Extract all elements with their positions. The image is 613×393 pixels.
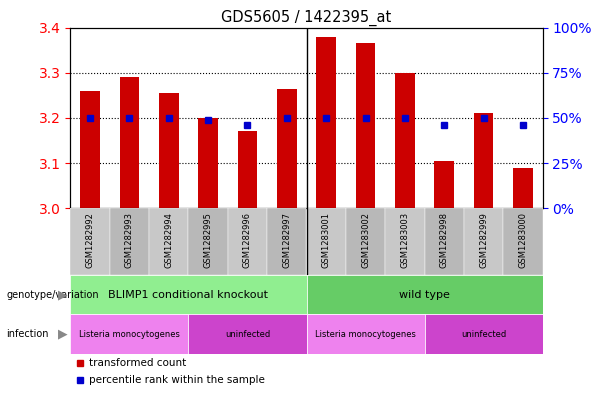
Text: GSM1282998: GSM1282998 [440,212,449,268]
Bar [267,208,306,275]
Bar [513,168,533,208]
Text: Listeria monocytogenes: Listeria monocytogenes [79,330,180,338]
Text: ▶: ▶ [58,288,67,301]
Bar [238,132,257,208]
Bar [424,208,464,275]
Bar [464,208,503,275]
Bar [346,208,385,275]
Bar [110,208,149,275]
Bar [395,73,414,208]
Bar [316,37,336,208]
Bar [149,208,189,275]
Bar [70,275,306,314]
Bar [199,118,218,208]
Bar [385,208,424,275]
Bar [503,208,543,275]
Bar [356,43,375,208]
Text: GDS5605 / 1422395_at: GDS5605 / 1422395_at [221,10,392,26]
Bar [435,161,454,208]
Text: percentile rank within the sample: percentile rank within the sample [89,375,265,385]
Text: wild type: wild type [399,290,450,300]
Text: infection: infection [6,329,48,339]
Bar [306,208,346,275]
Bar [159,93,178,208]
Bar [120,77,139,208]
Text: GSM1283000: GSM1283000 [519,212,527,268]
Text: GSM1283002: GSM1283002 [361,212,370,268]
Bar [189,314,306,354]
Bar [474,114,493,208]
Bar [228,208,267,275]
Text: GSM1283001: GSM1283001 [322,212,330,268]
Text: Listeria monocytogenes: Listeria monocytogenes [315,330,416,338]
Text: genotype/variation: genotype/variation [6,290,99,300]
Text: GSM1282993: GSM1282993 [125,212,134,268]
Text: BLIMP1 conditional knockout: BLIMP1 conditional knockout [109,290,268,300]
Text: GSM1282992: GSM1282992 [86,212,94,268]
Bar [189,208,228,275]
Bar [306,275,543,314]
Text: GSM1282997: GSM1282997 [283,212,291,268]
Bar [70,208,110,275]
Text: ▶: ▶ [58,327,67,341]
Text: GSM1282996: GSM1282996 [243,212,252,268]
Bar [306,314,424,354]
Text: transformed count: transformed count [89,358,186,367]
Bar [80,91,100,208]
Bar [424,314,543,354]
Text: uninfected: uninfected [225,330,270,338]
Text: GSM1282994: GSM1282994 [164,212,173,268]
Text: GSM1282999: GSM1282999 [479,212,488,268]
Bar [70,314,189,354]
Text: GSM1282995: GSM1282995 [204,212,213,268]
Bar [277,88,297,208]
Text: GSM1283003: GSM1283003 [400,212,409,268]
Text: uninfected: uninfected [461,330,506,338]
